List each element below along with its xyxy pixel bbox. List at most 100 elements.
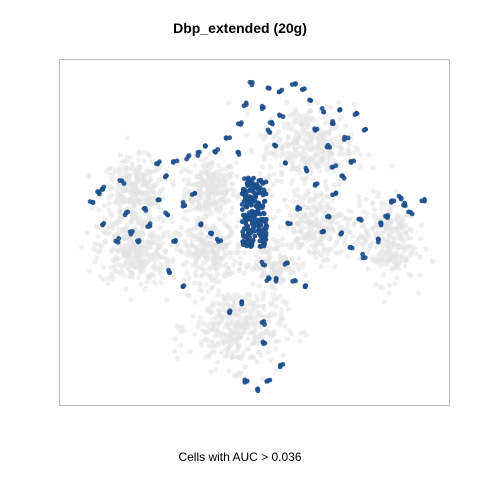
background-cell xyxy=(207,274,213,280)
background-cell xyxy=(278,307,284,313)
auc-positive-cell xyxy=(197,149,202,155)
background-cell xyxy=(303,214,309,220)
background-cell xyxy=(86,173,92,179)
background-cell xyxy=(285,225,291,231)
background-cell xyxy=(389,163,395,169)
background-cell xyxy=(322,256,328,262)
background-cell xyxy=(146,153,152,159)
background-cell xyxy=(168,242,174,248)
background-cell xyxy=(222,273,229,279)
background-cell xyxy=(124,135,130,141)
auc-positive-cell xyxy=(259,106,265,112)
background-cell xyxy=(102,238,108,244)
background-cell xyxy=(133,190,139,196)
background-cell xyxy=(290,267,296,273)
auc-positive-cell xyxy=(247,216,253,222)
background-cell xyxy=(184,217,190,223)
background-cell xyxy=(357,241,363,247)
background-cell xyxy=(242,320,248,326)
background-cell xyxy=(247,314,253,321)
background-cell xyxy=(276,137,282,143)
background-cell xyxy=(272,239,278,245)
background-cell xyxy=(150,183,156,190)
auc-positive-cell xyxy=(258,211,263,217)
background-cell xyxy=(186,253,192,259)
background-cell xyxy=(179,324,185,330)
background-cell xyxy=(332,263,338,269)
auc-positive-cell xyxy=(262,218,268,224)
background-cell xyxy=(96,207,102,213)
background-cell xyxy=(178,224,184,231)
auc-positive-cell xyxy=(242,234,248,240)
background-cell xyxy=(130,270,136,276)
background-cell xyxy=(109,176,115,182)
background-cell xyxy=(257,283,263,289)
background-cell xyxy=(319,252,325,258)
background-cell xyxy=(292,115,298,121)
background-cell xyxy=(324,157,331,163)
background-cell xyxy=(369,201,375,207)
background-cell xyxy=(308,166,314,173)
background-cell xyxy=(215,292,221,298)
background-cell xyxy=(235,292,241,298)
background-cell xyxy=(237,372,243,378)
background-cell xyxy=(311,155,317,161)
background-cell xyxy=(127,262,133,268)
background-cell xyxy=(277,255,283,261)
background-cell xyxy=(116,165,122,171)
auc-positive-cell xyxy=(255,386,261,392)
background-cell xyxy=(242,364,248,370)
background-cell xyxy=(136,195,142,202)
auc-positive-cell xyxy=(266,276,272,281)
background-cell xyxy=(216,209,222,215)
background-cell xyxy=(325,251,331,257)
background-cell xyxy=(373,282,379,288)
auc-positive-cell xyxy=(347,245,353,250)
auc-positive-cell xyxy=(321,109,327,115)
auc-positive-cell xyxy=(280,114,286,120)
background-cell xyxy=(281,125,287,131)
auc-positive-cell xyxy=(262,241,268,246)
background-cell xyxy=(123,234,129,240)
background-cell xyxy=(287,213,293,219)
background-cell xyxy=(210,339,216,345)
background-cell xyxy=(297,215,303,221)
background-cell xyxy=(186,292,192,299)
background-cell xyxy=(305,230,311,236)
background-cell xyxy=(302,156,308,162)
background-cell xyxy=(184,243,190,249)
background-cell xyxy=(185,188,192,194)
background-cell xyxy=(402,258,408,264)
background-cell xyxy=(417,236,423,242)
background-cell xyxy=(216,230,222,236)
background-cell xyxy=(213,265,219,271)
background-cell xyxy=(275,208,282,214)
background-cell xyxy=(292,229,298,235)
auc-positive-cell xyxy=(263,230,269,236)
background-cell xyxy=(307,117,313,123)
background-cell xyxy=(292,240,298,246)
background-cell xyxy=(295,165,301,172)
background-cell xyxy=(205,182,211,189)
background-cell xyxy=(228,255,234,262)
background-cell xyxy=(316,146,322,152)
background-cell xyxy=(386,248,392,254)
background-cell xyxy=(255,303,261,309)
auc-positive-cell xyxy=(259,320,265,325)
background-cell xyxy=(130,208,136,214)
background-cell xyxy=(270,193,276,199)
background-cell xyxy=(192,331,198,337)
background-cell xyxy=(212,259,219,265)
background-cell xyxy=(166,259,172,265)
background-cell xyxy=(365,234,371,240)
background-cell xyxy=(394,246,401,252)
background-cell xyxy=(204,322,210,328)
background-cell xyxy=(403,231,410,237)
background-cell xyxy=(182,191,188,197)
background-cell xyxy=(94,223,100,230)
background-cell xyxy=(229,355,235,361)
background-cell xyxy=(252,328,258,334)
background-cell xyxy=(213,184,219,190)
background-cell xyxy=(127,199,133,205)
background-cell xyxy=(115,188,121,194)
